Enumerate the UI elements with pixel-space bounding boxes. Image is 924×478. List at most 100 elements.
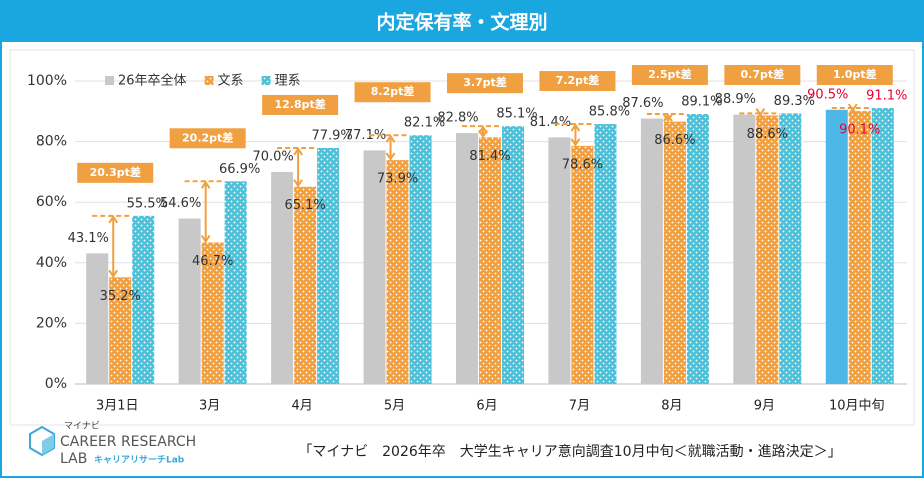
gap-box: [354, 82, 431, 103]
value-label: 81.4%: [530, 115, 571, 130]
bar: [409, 135, 432, 384]
value-label: 65.1%: [284, 198, 325, 213]
value-label: 43.1%: [68, 231, 109, 246]
gap-box: [447, 73, 523, 94]
bar: [456, 133, 478, 384]
value-label: 90.1%: [839, 122, 880, 137]
y-tick-label: 60%: [36, 194, 67, 210]
bar: [271, 171, 294, 384]
gap-box: [724, 65, 801, 85]
y-tick-label: 40%: [36, 255, 67, 271]
y-tick-label: 80%: [36, 134, 67, 150]
brand: マイナビ: [64, 421, 100, 432]
gap-label: 20.2pt差: [182, 130, 233, 144]
value-label: 77.1%: [345, 128, 386, 143]
bar: [86, 253, 109, 384]
x-tick-label: 3月: [199, 399, 220, 414]
bar: [109, 277, 132, 384]
bar: [317, 147, 340, 384]
value-label: 46.7%: [192, 254, 233, 269]
bar: [825, 109, 848, 384]
x-tick-label: 7月: [569, 399, 590, 414]
gap-box: [262, 94, 339, 115]
bar: [386, 160, 409, 384]
chart-title: 内定保有率・文理別: [376, 11, 547, 34]
gap-arrowhead: [385, 152, 396, 161]
logo: マイナビ CAREER RESEARCH LAB キャリアリサーチLab: [29, 421, 196, 467]
x-tick-label: 6月: [476, 399, 497, 414]
value-label: 77.9%: [311, 128, 352, 143]
value-label: 88.6%: [747, 127, 788, 142]
gap-arrowhead: [478, 129, 488, 139]
gap-arrowhead: [293, 147, 303, 156]
y-tick-label: 100%: [27, 73, 67, 89]
bar: [502, 126, 524, 384]
gap-arrowhead: [570, 138, 581, 147]
logo-icon: [42, 434, 54, 455]
bar: [848, 110, 871, 384]
y-tick-label: 0%: [45, 376, 67, 392]
bar: [363, 150, 386, 384]
bar: [479, 137, 501, 384]
x-tick-label: 10月中旬: [829, 399, 885, 414]
value-label: 82.8%: [437, 111, 478, 126]
gap-box: [816, 65, 893, 85]
gap-label: 3.7pt差: [463, 75, 507, 89]
value-label: 91.1%: [866, 88, 907, 103]
gap-arrowhead: [385, 134, 396, 143]
gap-arrowhead: [847, 103, 858, 112]
gap-label: 20.3pt差: [90, 165, 141, 179]
gap-arrowhead: [663, 113, 673, 122]
x-tick-label: 3月1日: [96, 399, 139, 414]
gap-label: 7.2pt差: [556, 73, 600, 87]
gap-arrowhead: [755, 107, 766, 117]
value-label: 54.6%: [160, 196, 201, 211]
gap-box: [631, 65, 708, 85]
legend-swatch: [105, 76, 114, 85]
bar: [686, 114, 709, 384]
value-label: 89.1%: [681, 95, 722, 110]
value-label: 85.1%: [496, 107, 537, 122]
bar: [640, 118, 663, 385]
gap-label: 2.5pt差: [648, 67, 692, 81]
bar: [548, 137, 571, 384]
logo-sub: キャリアリサーチLab: [94, 455, 185, 466]
gap-arrowhead: [108, 215, 119, 224]
gap-arrowhead: [293, 179, 303, 188]
value-label: 73.9%: [377, 172, 418, 187]
x-tick-label: 4月: [291, 399, 312, 414]
legend-label: 理系: [275, 74, 301, 89]
bar: [663, 121, 686, 385]
logo-text: LAB: [60, 451, 87, 467]
value-label: 90.5%: [807, 87, 848, 102]
gap-label: 0.7pt差: [741, 67, 785, 81]
gap-label: 8.2pt差: [371, 84, 415, 98]
bar: [132, 215, 155, 384]
bar: [571, 145, 594, 384]
value-label: 55.5%: [127, 196, 168, 211]
value-label: 81.4%: [469, 149, 510, 164]
gap-box: [539, 71, 616, 92]
value-label: 35.2%: [100, 289, 141, 304]
bar: [224, 181, 247, 384]
value-label: 89.3%: [774, 94, 815, 109]
legend-label: 文系: [218, 74, 244, 89]
source: 「マイナビ 2026年卒 大学生キャリア意向調査10月中旬＜就職活動・進路決定＞…: [298, 443, 841, 460]
gap-box: [169, 128, 246, 149]
gap-arrowhead: [200, 180, 211, 189]
bar: [871, 107, 894, 384]
gap-arrowhead: [200, 234, 211, 244]
bar: [294, 186, 317, 384]
y-tick-label: 20%: [36, 315, 67, 331]
bar: [201, 242, 224, 384]
gap-arrowhead: [108, 269, 119, 279]
title-bar: [2, 2, 922, 42]
value-label: 66.9%: [219, 162, 260, 177]
gap-label: 1.0pt差: [833, 67, 877, 81]
legend-label: 26年卒全体: [118, 73, 187, 89]
bar: [756, 115, 779, 385]
legend-swatch: [261, 76, 271, 85]
gap-arrowhead: [570, 123, 581, 132]
